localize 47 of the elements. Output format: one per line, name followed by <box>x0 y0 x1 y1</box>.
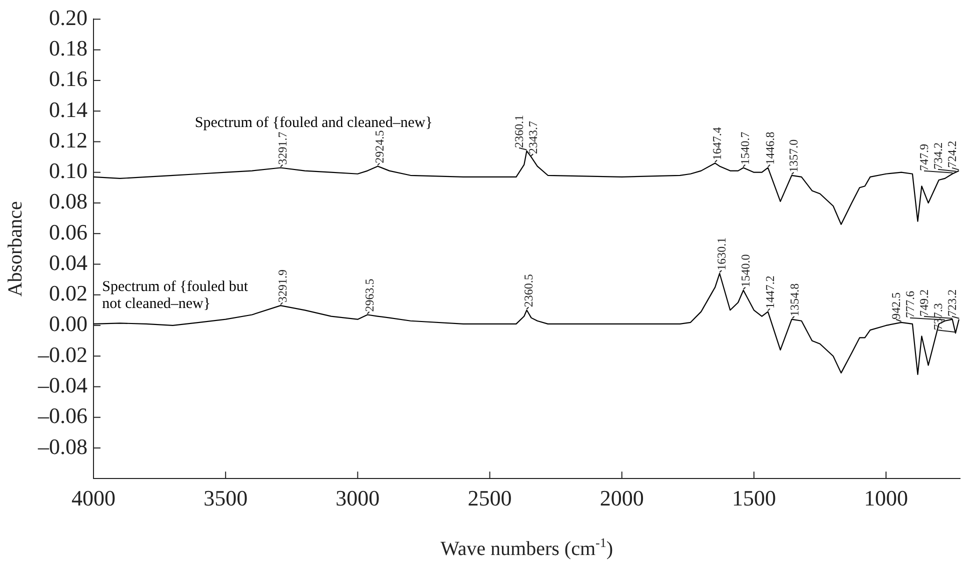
text: Spectrum of {fouled and cleaned–new} <box>194 114 433 131</box>
annotation: 1647.4 <box>710 127 724 160</box>
y-tick-label: 0.04 <box>49 250 88 275</box>
annotation: 1630.1 <box>714 237 729 270</box>
y-tick-label: 0.12 <box>49 127 88 152</box>
annotation: 1446.8 <box>762 132 777 165</box>
y-tick-label: 0.10 <box>49 158 88 184</box>
y-tick-label: 0.06 <box>49 219 88 244</box>
annotation: 3291.9 <box>276 270 290 303</box>
annotation: 1540.7 <box>738 132 752 165</box>
series-label: Spectrum of {fouled but not cleaned–new} <box>102 278 249 312</box>
y-tick-label: 0.18 <box>49 36 88 61</box>
annotation: 942.5 <box>889 292 903 320</box>
annotation: 2963.5 <box>362 278 376 312</box>
y-tick-label: –0.04 <box>37 372 88 398</box>
annotation: 747.9 <box>917 144 931 171</box>
y-tick-label: 0.20 <box>49 4 88 30</box>
x-tick-label: 1000 <box>864 486 908 511</box>
annotation: 777.6 <box>903 290 917 318</box>
y-tick-label: 0.08 <box>49 188 88 214</box>
x-tick-label: 1500 <box>732 486 776 511</box>
annotation: 2924.5 <box>372 130 387 164</box>
x-tick-label: 3500 <box>204 486 248 511</box>
y-tick-label: –0.02 <box>37 342 88 367</box>
annotation: 2360.5 <box>522 274 536 308</box>
x-tick-label: 2500 <box>468 486 512 511</box>
annotation: 1447.2 <box>762 276 777 309</box>
annotation: 2343.7 <box>526 121 540 154</box>
annotation: 749.2 <box>917 289 931 316</box>
annotation: 1357.0 <box>786 139 801 172</box>
y-tick-label: 0.14 <box>49 96 88 122</box>
y-tick-label: 0.16 <box>49 66 88 92</box>
annotation: 1354.8 <box>787 283 802 316</box>
y-tick-label: 0.02 <box>49 280 88 306</box>
annotation: 2360.1 <box>512 114 526 148</box>
annotation: 3291.7 <box>276 132 290 165</box>
y-tick-label: 0.00 <box>49 311 88 336</box>
annotation: 723.2 <box>945 289 959 316</box>
x-tick-label: 3000 <box>336 486 380 511</box>
y-axis-title: Absorbance <box>4 201 26 297</box>
annotation: 734.2 <box>931 142 945 170</box>
x-tick-label: 2000 <box>600 486 644 511</box>
y-tick-label: –0.08 <box>37 434 88 459</box>
annotation: 1540.0 <box>738 254 752 288</box>
x-tick-label: 4000 <box>72 486 116 511</box>
annotation: 724.2 <box>945 140 959 168</box>
y-tick-label: –0.06 <box>37 403 88 428</box>
